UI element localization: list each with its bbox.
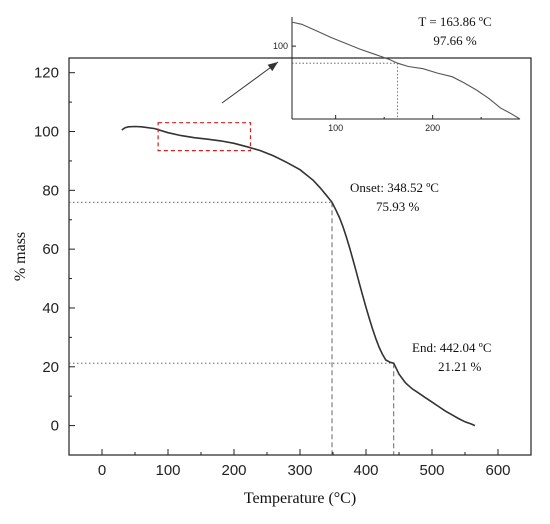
annotation-line: 21.21 % (438, 359, 482, 374)
x-axis-title: Temperature (°C) (244, 490, 356, 507)
x-tick-label: 0 (98, 462, 106, 479)
y-tick-label: 120 (34, 65, 59, 82)
inset-plot-area: 100 200 100 T = 163.86 ºC 97.66 % (273, 14, 521, 133)
annotation-line: Onset: 348.52 ºC (350, 180, 439, 195)
inset-annotation-line: 97.66 % (433, 33, 477, 48)
x-tick-label: 200 (221, 462, 246, 479)
y-tick-label: 40 (42, 300, 59, 317)
y-tick-label: 80 (42, 182, 59, 199)
inset-x-tick-label: 100 (328, 123, 343, 133)
x-tick-label: 300 (287, 462, 312, 479)
inset-mass-curve (291, 21, 521, 120)
y-tick-label: 100 (34, 124, 59, 141)
plot-frame (68, 57, 532, 456)
zoom-arrowhead (267, 62, 278, 72)
inset-y-tick-label: 100 (273, 41, 288, 51)
y-tick-label: 0 (51, 418, 59, 435)
y-tick-label: 20 (42, 359, 59, 376)
x-tick-label: 500 (419, 462, 444, 479)
annotation-line: End: 442.04 ºC (412, 340, 492, 355)
annotation-line: 75.93 % (376, 199, 420, 214)
mass-curve (121, 125, 476, 427)
x-tick-label: 400 (353, 462, 378, 479)
y-tick-label: 60 (42, 241, 59, 258)
zoom-arrow (221, 61, 279, 104)
inset-x-tick-label: 200 (425, 123, 440, 133)
main-plot-area: 0 100 200 300 400 500 600 0 20 40 60 80 100 120 Temper… (12, 57, 532, 507)
zoom-highlight-box (157, 122, 252, 152)
x-tick-label: 600 (485, 462, 510, 479)
y-axis-title: % mass (12, 232, 29, 281)
inset-annotation-line: T = 163.86 ºC (418, 14, 491, 29)
x-tick-label: 100 (155, 462, 180, 479)
